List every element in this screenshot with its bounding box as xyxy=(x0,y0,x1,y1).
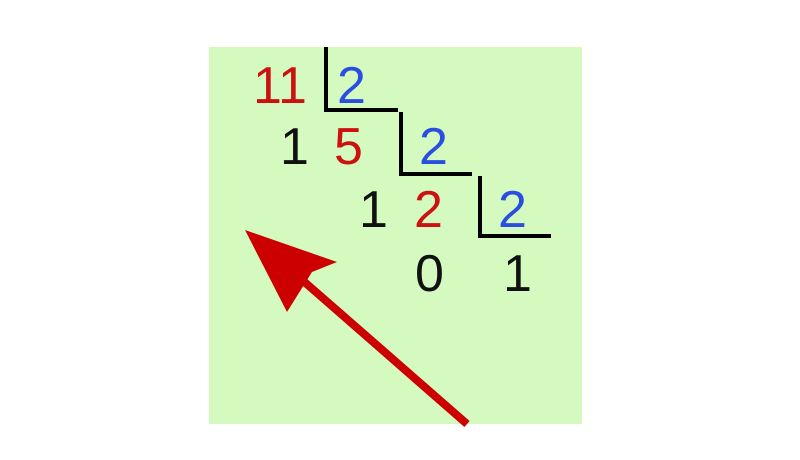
remainder-step1: 1 xyxy=(280,118,309,176)
division-bracket-horizontal-1 xyxy=(324,108,398,112)
divisor-step2: 2 xyxy=(419,118,448,176)
dividend-11: 11 xyxy=(253,57,307,115)
division-bracket-vertical-3 xyxy=(478,176,482,238)
division-bracket-vertical-1 xyxy=(324,47,328,111)
division-bracket-vertical-2 xyxy=(399,112,403,176)
quotient-step1: 5 xyxy=(334,118,363,176)
quotient-step2: 2 xyxy=(414,181,443,239)
remainder-step2: 1 xyxy=(359,181,388,239)
division-bracket-horizontal-2 xyxy=(399,172,472,176)
quotient-step3: 1 xyxy=(503,245,532,303)
remainder-step3: 0 xyxy=(415,245,444,303)
division-bracket-horizontal-3 xyxy=(478,234,551,238)
divisor-step1: 2 xyxy=(337,57,366,115)
divisor-step3: 2 xyxy=(498,181,527,239)
